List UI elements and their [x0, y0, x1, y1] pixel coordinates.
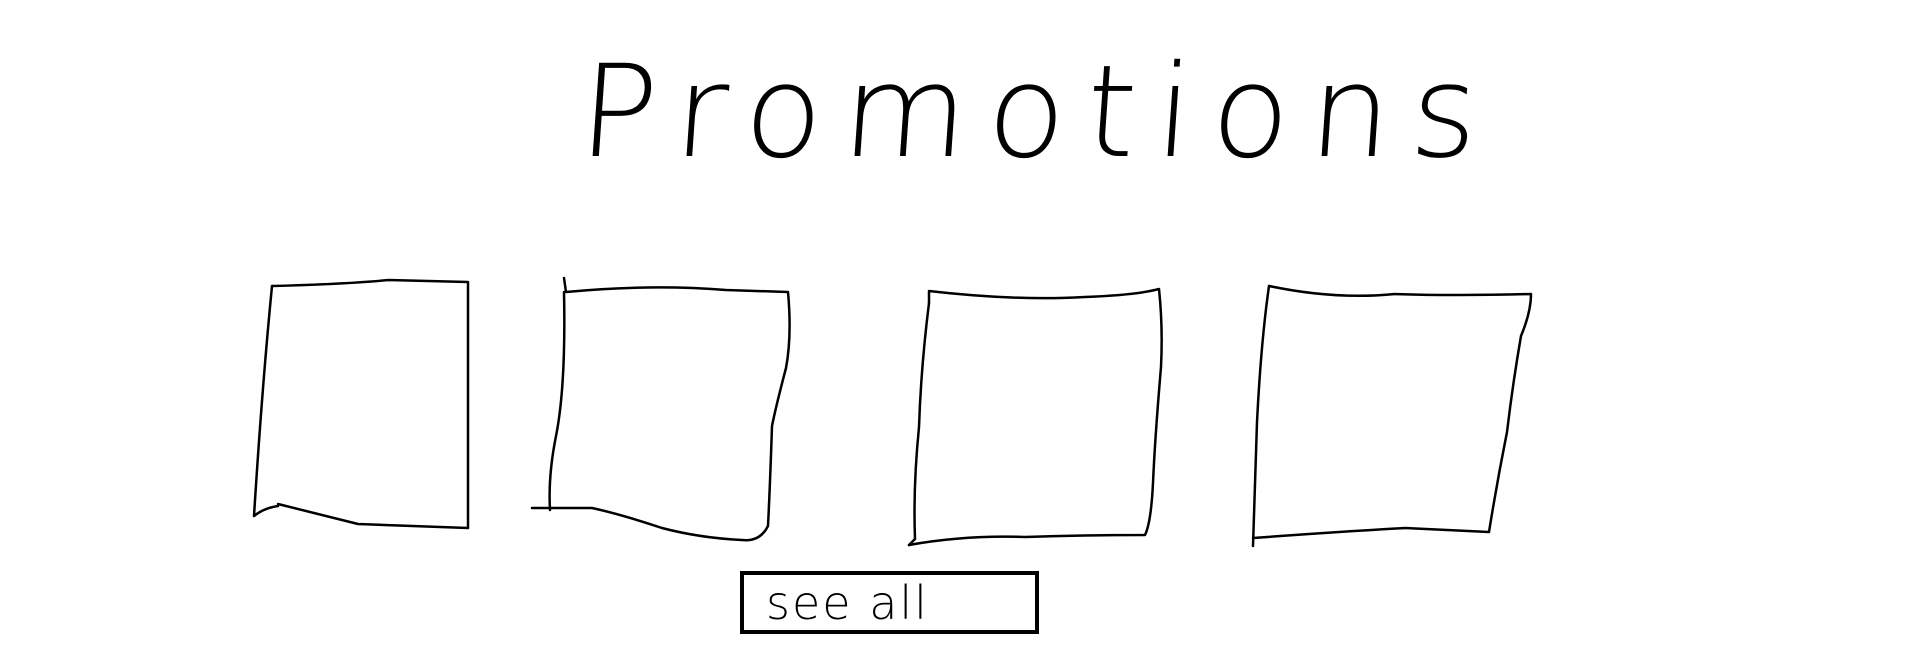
promotion-card-2[interactable] [530, 276, 791, 546]
promotion-card-1-outline [252, 278, 470, 530]
page-title: Promotions [574, 38, 1504, 187]
promotion-card-4-outline [1251, 284, 1533, 548]
promotion-card-3-outline [907, 287, 1163, 547]
promotion-card-4[interactable] [1245, 282, 1535, 548]
promotion-card-1[interactable] [248, 278, 474, 532]
promotion-card-2-outline [530, 276, 791, 542]
see-all-button[interactable]: see all [740, 571, 1039, 634]
promotion-card-3[interactable] [905, 287, 1165, 549]
